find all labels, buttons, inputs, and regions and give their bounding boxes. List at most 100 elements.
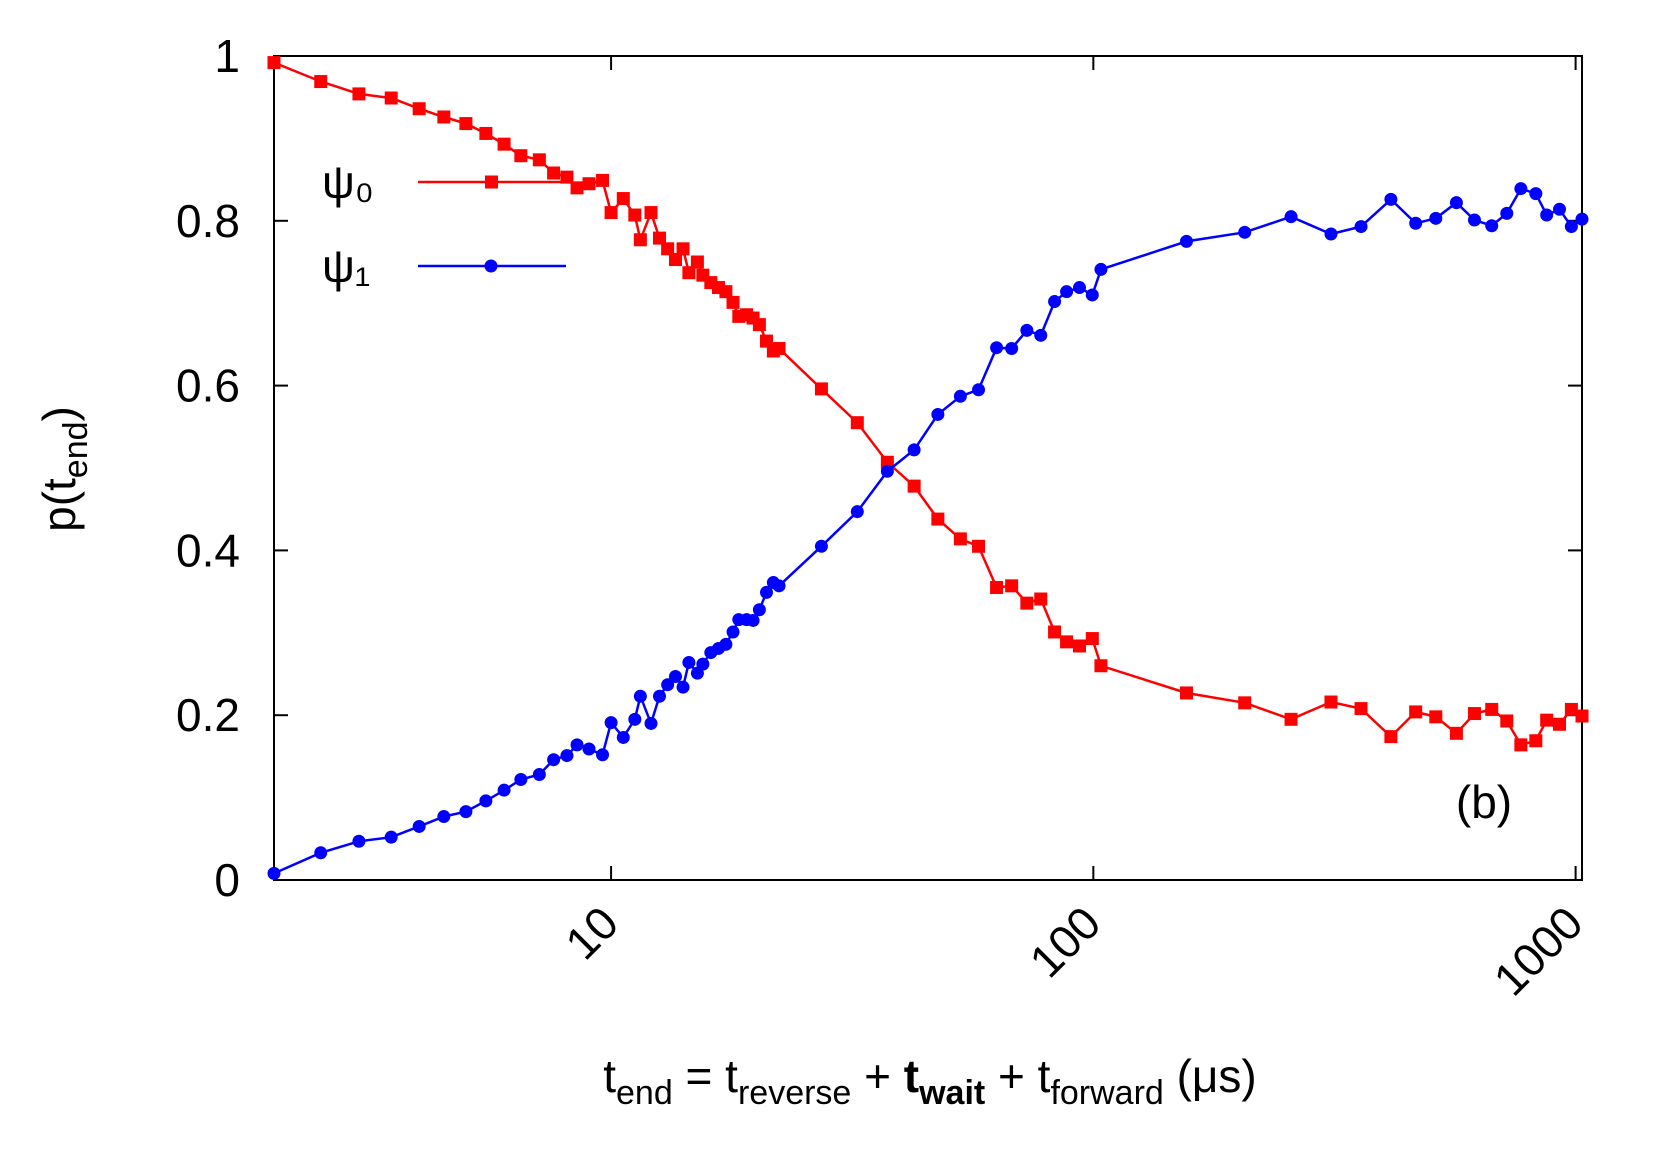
marker	[1060, 285, 1074, 299]
marker	[972, 383, 986, 397]
marker	[479, 126, 493, 140]
marker	[880, 455, 894, 469]
marker	[1384, 192, 1398, 206]
marker	[582, 177, 596, 191]
marker	[1529, 187, 1543, 201]
marker	[1564, 702, 1578, 716]
marker	[746, 613, 760, 627]
marker	[719, 285, 733, 299]
marker	[1238, 225, 1252, 239]
marker	[1500, 714, 1514, 728]
marker	[759, 585, 773, 599]
annotation: (b)	[1456, 776, 1512, 828]
marker	[633, 233, 647, 247]
marker	[668, 669, 682, 683]
marker	[596, 173, 610, 187]
marker	[880, 464, 894, 478]
marker	[1564, 220, 1578, 234]
marker	[1072, 281, 1086, 295]
x-tick-label: 100	[1019, 896, 1110, 987]
y-tick-label: 0.8	[176, 195, 240, 247]
marker	[676, 680, 690, 694]
marker	[1072, 639, 1086, 653]
marker	[1409, 705, 1423, 719]
marker	[814, 382, 828, 396]
marker	[907, 443, 921, 457]
marker	[719, 637, 733, 651]
marker	[1179, 234, 1193, 248]
marker	[1485, 219, 1499, 233]
marker	[532, 768, 546, 782]
marker	[1005, 342, 1019, 356]
marker	[1179, 686, 1193, 700]
marker	[616, 730, 630, 744]
label-part: = t	[673, 1050, 738, 1102]
marker	[314, 846, 328, 860]
marker	[1540, 208, 1554, 222]
marker	[1575, 709, 1589, 723]
legend-label: ψ₁	[322, 240, 370, 292]
marker	[1575, 212, 1589, 226]
marker	[1429, 710, 1443, 724]
marker	[497, 783, 511, 797]
marker	[772, 342, 786, 356]
marker	[953, 389, 967, 403]
marker	[814, 539, 828, 553]
marker	[459, 117, 473, 131]
marker	[314, 75, 328, 89]
marker	[412, 102, 426, 116]
marker	[1034, 328, 1048, 342]
marker	[682, 655, 696, 669]
marker	[1020, 596, 1034, 610]
marker	[352, 87, 366, 101]
plot-frame	[273, 55, 1583, 881]
y-tick-label: 1	[214, 30, 240, 82]
marker	[1048, 295, 1062, 309]
marker	[1284, 210, 1298, 224]
marker	[1284, 712, 1298, 726]
y-tick-label: 0	[214, 854, 240, 906]
x-tick-label: 10	[555, 896, 628, 969]
x-tick-label: 1000	[1484, 896, 1593, 1005]
marker	[384, 91, 398, 105]
label-part: +	[851, 1050, 903, 1102]
marker	[661, 678, 675, 692]
y-tick-label: 0.4	[176, 524, 240, 576]
series-line	[273, 61, 1583, 747]
marker	[1540, 713, 1554, 727]
legend-marker	[484, 259, 498, 273]
marker	[1085, 288, 1099, 302]
marker	[931, 407, 945, 421]
marker	[652, 689, 666, 703]
x-axis-label: tend = treverse + twait + tforward (μs)	[603, 1050, 1257, 1112]
marker	[412, 819, 426, 833]
marker	[352, 834, 366, 848]
marker	[668, 253, 682, 267]
marker	[437, 110, 451, 124]
marker	[560, 170, 574, 184]
marker	[759, 334, 773, 348]
marker	[661, 242, 675, 256]
y-tick-label: 0.2	[176, 689, 240, 741]
marker	[514, 149, 528, 163]
series-line	[273, 187, 1583, 875]
marker	[676, 242, 690, 256]
marker	[1354, 702, 1368, 716]
marker	[990, 580, 1004, 594]
marker	[604, 716, 618, 730]
marker	[459, 805, 473, 819]
marker	[1467, 707, 1481, 721]
marker	[1094, 262, 1108, 276]
marker	[1514, 738, 1528, 752]
marker	[1409, 216, 1423, 230]
legend-label: ψ₀	[322, 156, 374, 208]
marker	[1060, 635, 1074, 649]
marker	[596, 748, 610, 762]
marker	[690, 255, 704, 269]
marker	[1094, 659, 1108, 673]
marker	[1429, 211, 1443, 225]
label-part: )	[33, 406, 85, 421]
marker	[267, 56, 281, 70]
marker	[604, 206, 618, 220]
